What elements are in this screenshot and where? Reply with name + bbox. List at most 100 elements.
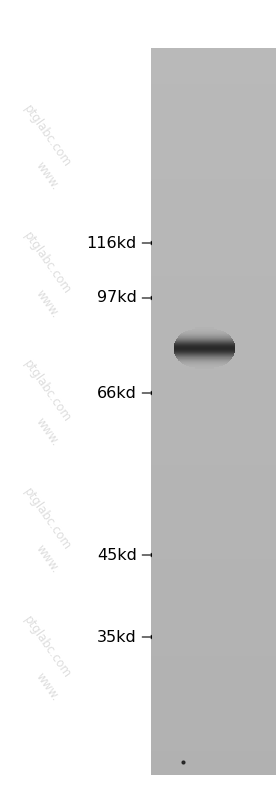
Bar (151, 409, 276, 411)
Bar (151, 167, 276, 169)
Bar (151, 615, 276, 618)
Bar (151, 392, 276, 395)
Bar (151, 738, 276, 741)
Bar (151, 130, 276, 133)
Bar (151, 225, 276, 228)
Bar (151, 99, 276, 101)
Bar (151, 674, 276, 676)
Bar (151, 295, 276, 297)
Bar (151, 578, 276, 581)
Bar (151, 698, 276, 700)
Bar (151, 460, 276, 463)
Bar (151, 686, 276, 688)
Bar (151, 717, 276, 719)
Bar (151, 360, 276, 363)
Bar (151, 217, 276, 220)
Bar (151, 608, 276, 610)
Bar (151, 149, 276, 152)
Bar (151, 654, 276, 656)
Bar (151, 336, 276, 339)
Bar (151, 385, 276, 388)
Bar (151, 586, 276, 588)
Bar (151, 443, 276, 445)
Bar (151, 196, 276, 198)
Bar (151, 428, 276, 431)
Bar (151, 683, 276, 686)
Bar (151, 329, 276, 332)
Bar (151, 402, 276, 404)
Bar (151, 123, 276, 125)
Bar (151, 353, 276, 356)
Bar (151, 271, 276, 273)
Bar (151, 552, 276, 555)
Bar (151, 475, 276, 477)
Bar (151, 341, 276, 344)
Bar (151, 201, 276, 203)
Bar (151, 240, 276, 242)
Bar (151, 111, 276, 113)
Bar (151, 404, 276, 407)
Bar (151, 390, 276, 392)
Bar (151, 85, 276, 87)
Bar (151, 581, 276, 583)
Bar (151, 758, 276, 761)
Text: ptglabc.com: ptglabc.com (21, 486, 74, 553)
Bar (151, 228, 276, 230)
Bar (151, 411, 276, 414)
Bar (151, 763, 276, 765)
Bar (151, 423, 276, 426)
Bar (151, 273, 276, 276)
Bar (151, 678, 276, 681)
Bar (151, 268, 276, 271)
Bar (151, 465, 276, 467)
Bar (151, 370, 276, 372)
Text: ptglabc.com: ptglabc.com (21, 230, 74, 297)
Bar (151, 700, 276, 702)
Bar (151, 576, 276, 578)
Text: 35kd: 35kd (97, 630, 137, 645)
Bar (151, 87, 276, 89)
Bar (151, 618, 276, 620)
Bar (151, 283, 276, 285)
Bar (151, 327, 276, 329)
Bar (151, 669, 276, 671)
Bar (151, 751, 276, 753)
Bar (151, 351, 276, 353)
Bar (151, 315, 276, 317)
Bar (151, 613, 276, 615)
Bar (151, 160, 276, 162)
Bar (151, 397, 276, 400)
Bar (151, 254, 276, 256)
Bar (151, 205, 276, 208)
Text: 66kd: 66kd (97, 385, 137, 400)
Bar (151, 77, 276, 80)
Bar (151, 193, 276, 196)
Bar (151, 242, 276, 244)
Bar (151, 344, 276, 346)
Bar (151, 288, 276, 290)
Bar (151, 557, 276, 559)
Bar (151, 637, 276, 639)
Bar (151, 104, 276, 106)
Bar (151, 213, 276, 215)
Bar (151, 247, 276, 249)
Bar (151, 416, 276, 419)
Bar (151, 666, 276, 669)
Bar (151, 555, 276, 557)
Bar (151, 710, 276, 712)
Bar (151, 593, 276, 596)
Bar (151, 348, 276, 351)
Text: 97kd: 97kd (97, 291, 137, 305)
Bar (151, 147, 276, 149)
Bar (151, 72, 276, 74)
Text: ptglabc.com: ptglabc.com (21, 614, 74, 681)
Bar (151, 157, 276, 160)
Bar (151, 455, 276, 458)
Bar (151, 705, 276, 707)
Bar (151, 508, 276, 511)
Bar (151, 746, 276, 749)
Bar (151, 395, 276, 397)
Bar (151, 278, 276, 280)
Bar (151, 101, 276, 104)
Bar (151, 531, 276, 533)
